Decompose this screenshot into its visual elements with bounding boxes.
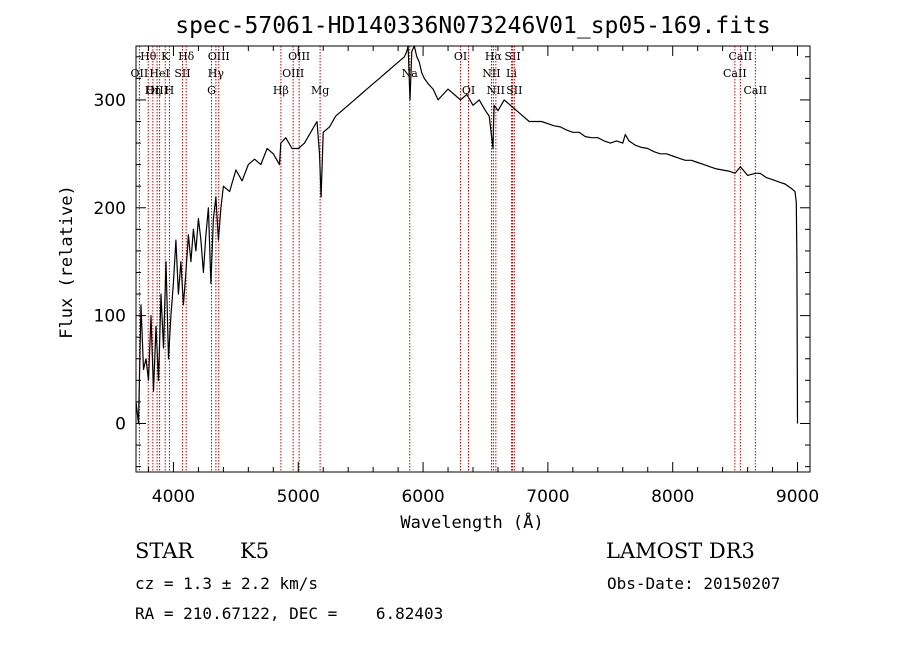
- marker-label-5: Hη: [145, 84, 161, 97]
- y-tick-label-1: 100: [94, 307, 126, 327]
- marker-label-23: Li: [506, 67, 517, 80]
- marker-label-1: OII: [131, 67, 149, 80]
- marker-label-4: H: [165, 84, 175, 97]
- x-tick-label-2: 6000: [401, 487, 444, 507]
- spectrum-line: [135, 45, 799, 425]
- marker-label-17: OI: [454, 50, 467, 63]
- marker-label-24: SII: [506, 84, 522, 97]
- marker-label-0: Hθ: [140, 50, 157, 63]
- marker-label-7: SII: [174, 67, 190, 80]
- obs-date: Obs-Date: 20150207: [607, 574, 781, 593]
- marker-label-9: OIII: [208, 50, 230, 63]
- marker-label-13: OIII: [288, 50, 310, 63]
- x-tick-label-4: 8000: [651, 487, 694, 507]
- x-tick-label-5: 9000: [776, 487, 819, 507]
- x-tick-label-1: 5000: [277, 487, 320, 507]
- x-tick-label-3: 7000: [526, 487, 569, 507]
- survey-name: LAMOST DR3: [606, 539, 755, 563]
- marker-label-12: Hβ: [273, 84, 289, 97]
- object-subclass: K5: [240, 539, 270, 563]
- marker-label-22: SII: [504, 50, 520, 63]
- x-axis-label: Wavelength (Å): [400, 511, 543, 533]
- marker-label-6: HeI: [149, 67, 169, 80]
- marker-label-21: NII: [487, 84, 505, 97]
- line-markers: Hθ OII OIII K H Hη HeI SII Hδ OIII Hγ G Hβ OIII OIII Mg…: [131, 46, 767, 472]
- marker-label-15: Mg: [311, 84, 329, 97]
- marker-label-27: CaII: [743, 84, 767, 97]
- y-tick-label-3: 300: [94, 91, 126, 111]
- plot-frame: [135, 45, 811, 473]
- marker-label-8: Hδ: [178, 50, 195, 63]
- y-axis-label: Flux (relative): [57, 185, 77, 339]
- marker-label-16: Na: [402, 67, 419, 80]
- y-tick-label-0: 0: [115, 414, 126, 434]
- marker-label-19: Hα: [485, 50, 503, 63]
- marker-label-10: Hγ: [208, 67, 225, 80]
- cz-value: cz = 1.3 ± 2.2 km/s: [135, 574, 319, 593]
- marker-label-14: OIII: [282, 67, 304, 80]
- marker-label-26: CaII: [723, 67, 747, 80]
- spectrum-layer: [135, 45, 799, 425]
- marker-label-11: G: [207, 84, 216, 97]
- x-tick-label-0: 4000: [152, 487, 195, 507]
- object-class: STAR: [135, 539, 194, 563]
- chart-title: spec-57061-HD140336N073246V01_sp05-169.f…: [175, 13, 770, 39]
- coordinates: RA = 210.67122, DEC = 6.82403: [135, 604, 444, 623]
- marker-label-18: OI: [462, 84, 475, 97]
- marker-label-25: CaII: [729, 50, 753, 63]
- axis-ticks: 4000 5000 6000 7000 8000 9000 0 100 200 300: [94, 46, 819, 507]
- marker-label-3: K: [161, 50, 170, 63]
- y-tick-label-2: 200: [94, 199, 126, 219]
- marker-label-2: OIII: [146, 84, 168, 97]
- marker-label-20: NII: [482, 67, 500, 80]
